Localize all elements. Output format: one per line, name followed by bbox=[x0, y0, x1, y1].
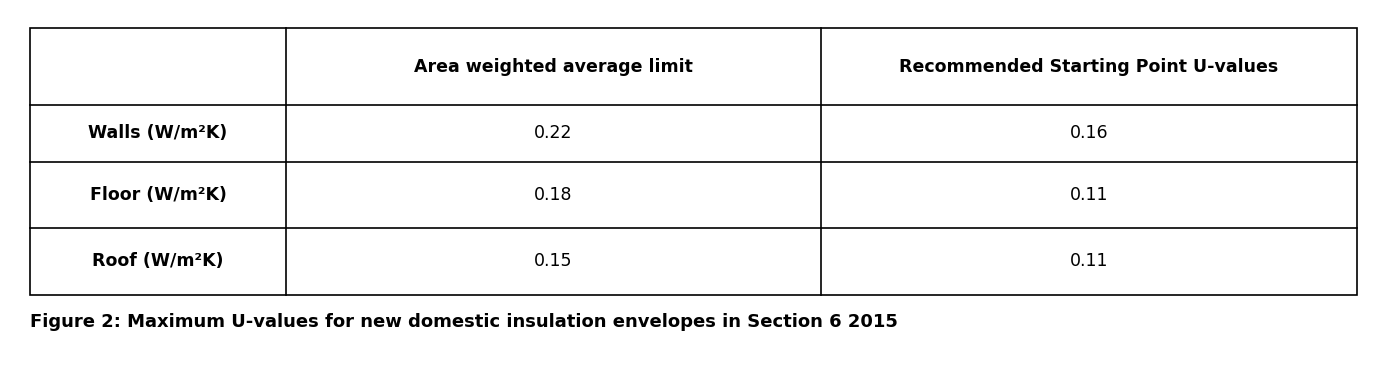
Text: 0.18: 0.18 bbox=[534, 186, 573, 204]
Text: Recommended Starting Point U-values: Recommended Starting Point U-values bbox=[899, 58, 1279, 76]
Text: Floor (W/m²K): Floor (W/m²K) bbox=[90, 186, 226, 204]
Text: Roof (W/m²K): Roof (W/m²K) bbox=[93, 252, 223, 270]
Text: 0.15: 0.15 bbox=[534, 252, 573, 270]
Text: 0.16: 0.16 bbox=[1069, 124, 1108, 142]
Text: 0.11: 0.11 bbox=[1069, 186, 1108, 204]
Text: 0.22: 0.22 bbox=[534, 124, 573, 142]
Text: 0.11: 0.11 bbox=[1069, 252, 1108, 270]
Bar bbox=[31, 28, 1356, 295]
Text: Walls (W/m²K): Walls (W/m²K) bbox=[89, 124, 227, 142]
Text: Area weighted average limit: Area weighted average limit bbox=[415, 58, 694, 76]
Text: Figure 2: Maximum U-values for new domestic insulation envelopes in Section 6 20: Figure 2: Maximum U-values for new domes… bbox=[31, 313, 897, 331]
